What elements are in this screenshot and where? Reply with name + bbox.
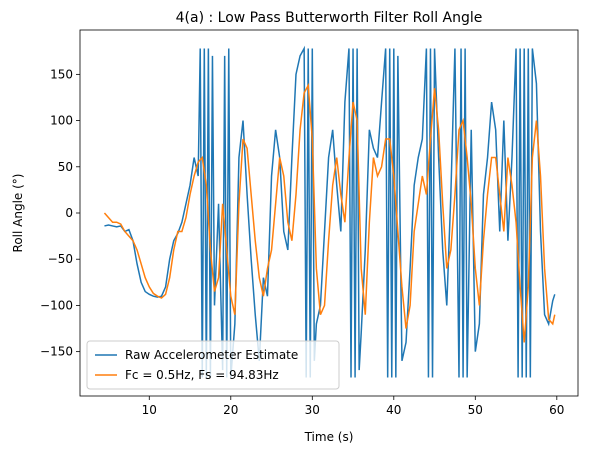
x-tick-label: 30 <box>305 403 320 417</box>
y-tick-label: 100 <box>50 114 73 128</box>
series-line <box>103 82 556 343</box>
legend-label: Fc = 0.5Hz, Fs = 94.83Hz <box>125 368 279 382</box>
x-tick-label: 10 <box>142 403 157 417</box>
legend-box <box>86 340 340 390</box>
chart-title: 4(a) : Low Pass Butterworth Filter Roll … <box>176 10 483 26</box>
x-tick-label: 50 <box>468 403 483 417</box>
y-tick-label: −100 <box>40 298 73 312</box>
x-tick-label: 40 <box>386 403 401 417</box>
series-line <box>104 45 556 378</box>
y-axis-label: Roll Angle (°) <box>11 174 25 253</box>
x-tick-label: 20 <box>223 403 238 417</box>
x-tick-label: 60 <box>549 403 564 417</box>
x-axis-label: Time (s) <box>304 430 354 444</box>
y-tick-label: 0 <box>65 206 73 220</box>
legend-label: Raw Accelerometer Estimate <box>125 348 298 362</box>
y-tick-label: 150 <box>50 67 73 81</box>
y-tick-label: −150 <box>40 345 73 359</box>
y-tick-label: −50 <box>48 252 73 266</box>
y-tick-label: 50 <box>58 160 73 174</box>
